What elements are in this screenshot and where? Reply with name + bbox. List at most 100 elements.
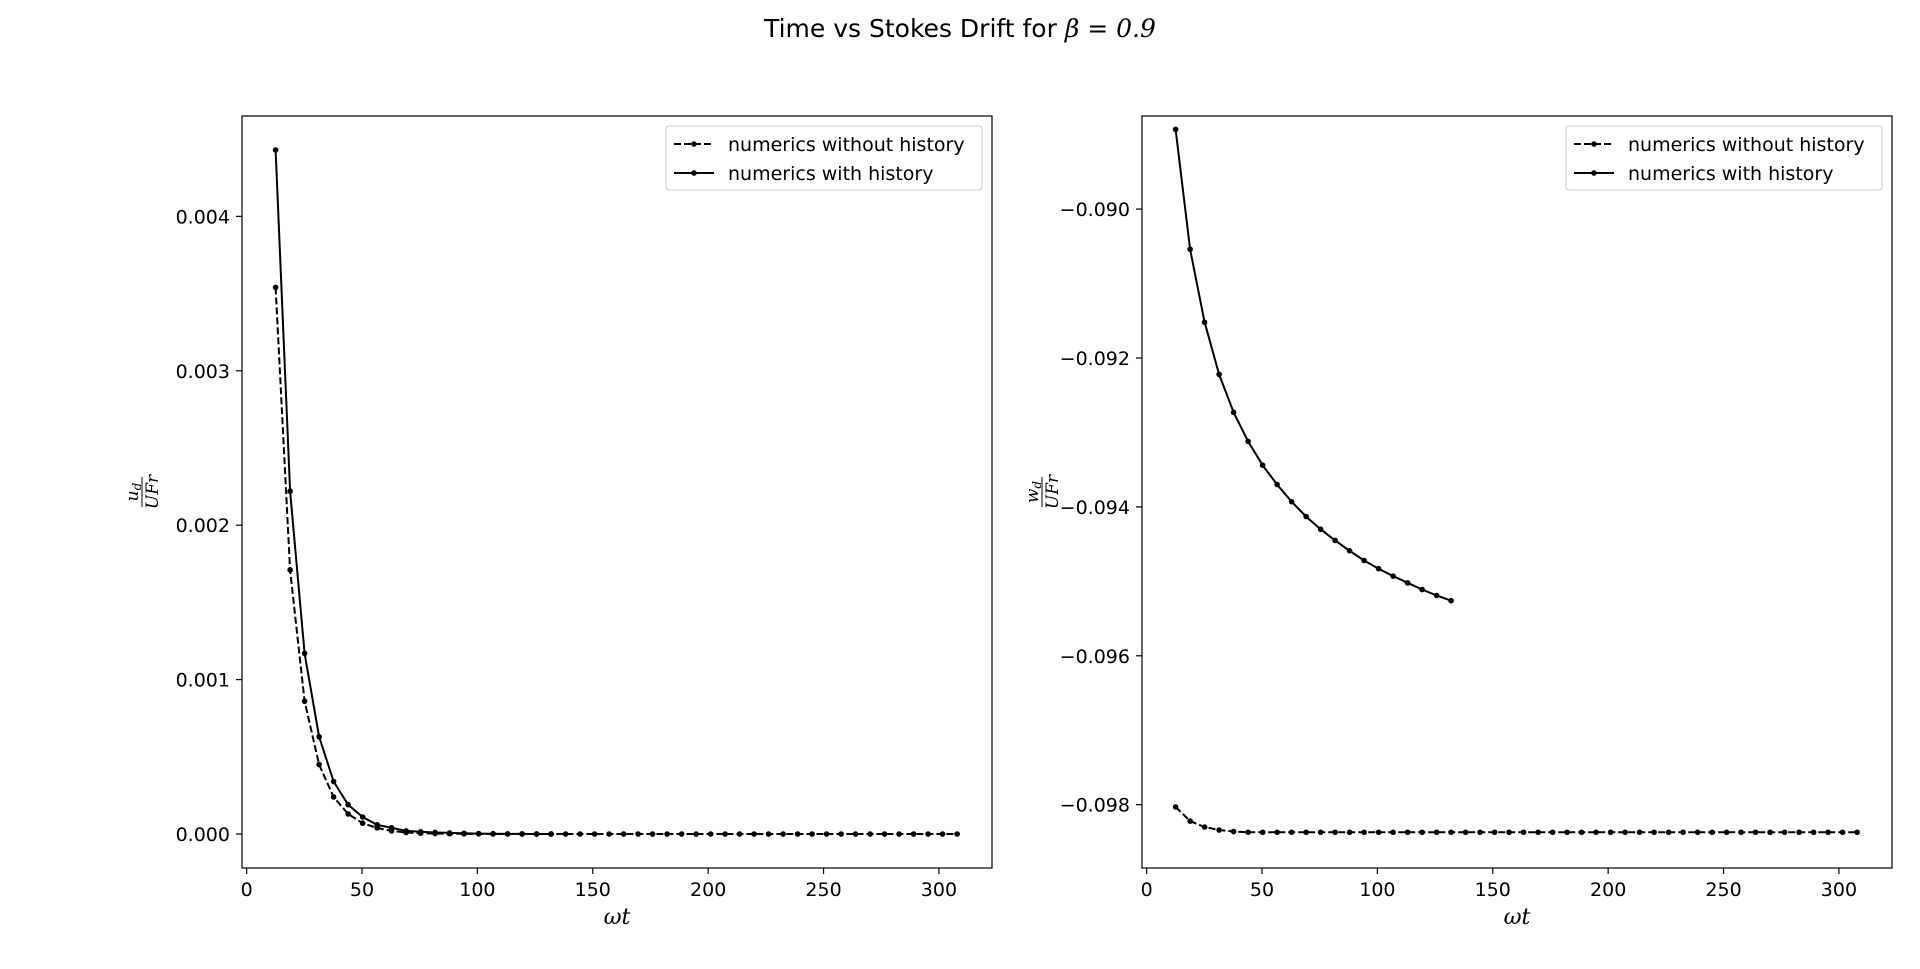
series-with-history-line [274, 149, 552, 835]
series-without-history-point [577, 831, 583, 837]
series-without-history-point [1404, 829, 1411, 836]
y-tick-label: 0.003 [176, 361, 230, 383]
plot-frame [241, 115, 993, 869]
legend-entry-with-history-label: numerics with history [728, 163, 933, 185]
series-without-history-point [1216, 827, 1222, 833]
x-tick-label: 200 [1590, 879, 1626, 901]
series-without-history-point [1622, 829, 1628, 836]
series-without-history-point [1361, 829, 1367, 836]
series-without-history-point [1520, 829, 1527, 836]
y-axis-label-denominator: UFr [1043, 474, 1063, 509]
series-without-history-point [1607, 829, 1614, 836]
series-without-history-point [751, 831, 757, 837]
series-without-history-point [1738, 829, 1744, 836]
series-with-history-point [1419, 586, 1425, 593]
y-tick-label: 0.001 [176, 670, 230, 692]
series-without-history-point [678, 831, 685, 837]
series-without-history-point [1462, 829, 1469, 836]
figure-title: Time vs Stokes Drift for β = 0.9 [0, 14, 1920, 43]
y-tick-label: −0.090 [1060, 199, 1130, 221]
series-without-history-point [809, 831, 815, 837]
series-with-history-point [446, 830, 453, 836]
series-without-history-point [707, 831, 714, 837]
series-with-history-point [461, 830, 467, 837]
legend-entry-with-history-marker-sample [691, 170, 697, 176]
series-with-history-point [1404, 580, 1411, 586]
series-without-history-point [606, 831, 612, 837]
series-without-history-point [1636, 829, 1643, 836]
series-without-history-point [1245, 829, 1251, 836]
series-without-history-point [925, 831, 931, 837]
series-with-history-point [1303, 513, 1309, 520]
series-without-history-point [1854, 829, 1860, 836]
x-tick-label: 0 [1141, 879, 1153, 901]
series-without-history-line [274, 287, 958, 835]
series-with-history-point [475, 830, 482, 837]
series-without-history-point [1332, 829, 1338, 836]
series-without-history-point [1549, 829, 1556, 836]
series-without-history-point [1825, 829, 1831, 836]
y-axis-label-numerator: ud [123, 482, 144, 501]
series-without-history-point [794, 831, 801, 837]
series-with-history-point [374, 821, 380, 828]
series-without-history-point [635, 831, 641, 837]
series-without-history-point [765, 831, 772, 837]
figure-title-math: β = 0.9 [1064, 14, 1156, 43]
series-with-history-point [1216, 371, 1222, 378]
x-tick-label: 200 [690, 879, 726, 901]
series-with-history-point [519, 831, 525, 837]
series-without-history-point [1433, 829, 1440, 836]
series-with-history-point [1230, 409, 1237, 416]
series-without-history-point [1564, 829, 1570, 836]
series-without-history-point [1593, 829, 1599, 836]
series-without-history-point [852, 831, 859, 837]
series-without-history-point [896, 831, 902, 837]
series-without-history-point [1535, 829, 1541, 836]
series-with-history-point [316, 733, 322, 740]
series-without-history-point [1187, 818, 1193, 824]
series-without-history-point [1680, 829, 1686, 836]
legend-entry-without-history-marker-sample [1591, 141, 1597, 147]
y-axis-label-numerator: wd [1023, 481, 1044, 504]
series-without-history-point [1752, 829, 1759, 836]
y-tick-label: −0.096 [1060, 646, 1130, 668]
legend-entry-with-history-label: numerics with history [1628, 163, 1833, 185]
series-with-history-point [533, 831, 540, 837]
y-tick-label: −0.094 [1060, 497, 1130, 519]
series-without-history-point [736, 831, 743, 837]
series-without-history-point [1651, 829, 1657, 836]
series-without-history-point [1781, 829, 1788, 836]
series-with-history-point [1346, 548, 1353, 554]
series-with-history-point [1332, 537, 1338, 544]
series-without-history-point [1230, 828, 1237, 835]
series-with-history-point [1317, 526, 1324, 533]
series-without-history-point [301, 698, 308, 705]
series-without-history-point [954, 831, 960, 837]
series-with-history-point [1288, 498, 1295, 505]
series-without-history-point [1419, 829, 1425, 836]
legend-entry-with-history-marker-sample [1591, 170, 1597, 176]
figure-title-text: Time vs Stokes Drift for [764, 14, 1065, 43]
series-with-history-point [548, 831, 554, 837]
x-tick-label: 300 [1821, 879, 1857, 901]
y-axis-label-numerator-symbol: u [123, 490, 143, 501]
series-without-history-point [1477, 829, 1483, 836]
series-with-history-point [359, 814, 366, 820]
series-without-history-point [1375, 829, 1382, 836]
series-without-history-point [838, 831, 844, 837]
series-with-history-point [1245, 438, 1251, 445]
x-tick-label: 100 [1359, 879, 1395, 901]
series-without-history-point [1259, 829, 1266, 836]
series-with-history-line [1174, 129, 1452, 602]
series-with-history-point [403, 828, 409, 834]
legend: numerics without history numerics with hi… [665, 125, 983, 191]
series-without-history-point [287, 567, 293, 573]
series-without-history-point [1288, 829, 1295, 836]
y-tick-label: 0.000 [176, 824, 230, 846]
series-without-history-point [620, 831, 627, 837]
x-tick-label: 0 [241, 879, 253, 901]
left-subplot: 0 50 100 150 200 250 300 0.000 0.001 0.002 0.003 0.… [123, 115, 993, 930]
series-without-history-point [272, 284, 279, 291]
y-tick-label: 0.004 [176, 206, 230, 228]
y-axis-label-denominator: UFr [143, 474, 163, 509]
